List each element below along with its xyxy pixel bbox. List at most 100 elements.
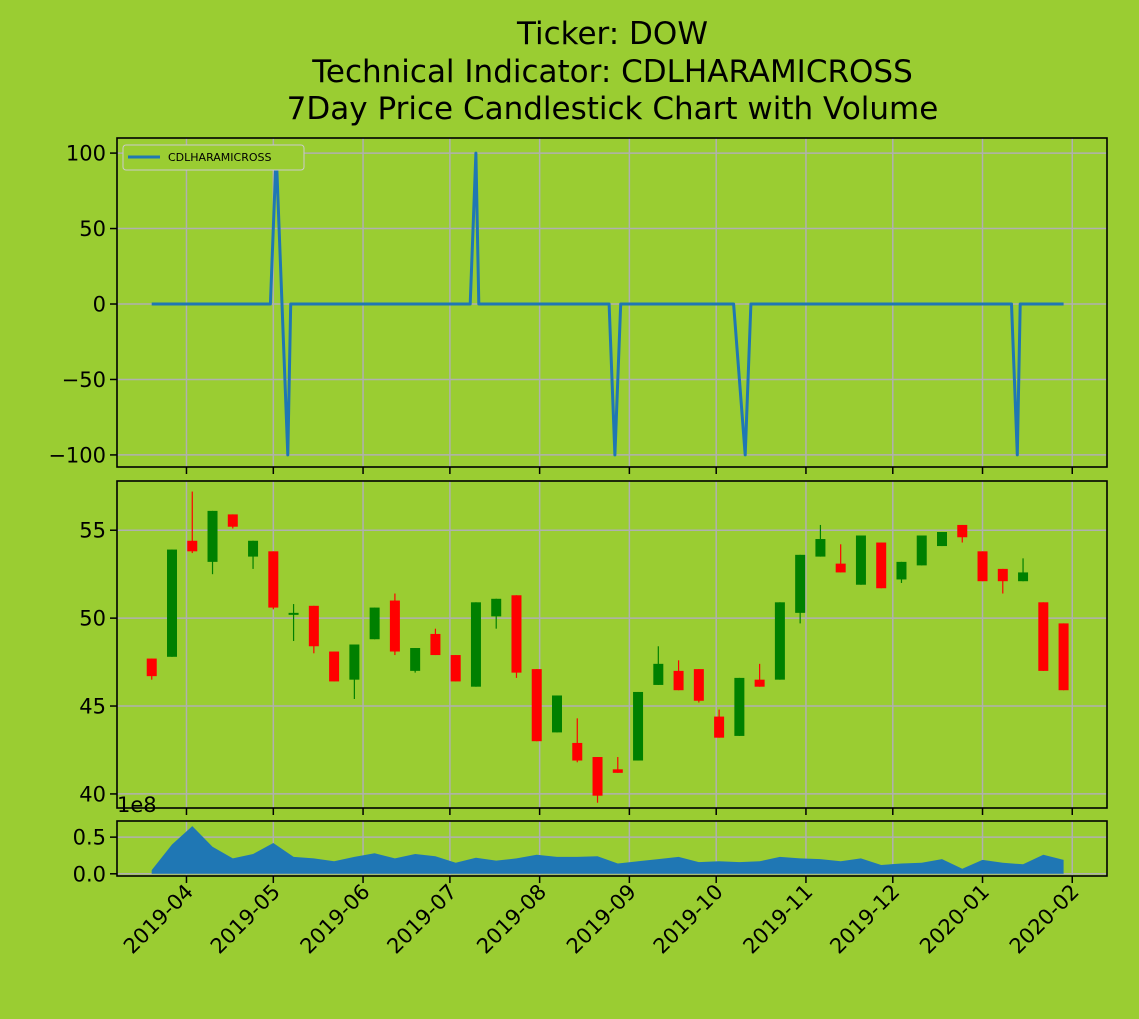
volume-y-tick-label: 0.5 [73, 826, 106, 850]
price-y-tick-label: 50 [79, 607, 106, 631]
candle [835, 544, 846, 573]
candle-body [795, 554, 806, 613]
candle-body [146, 658, 157, 677]
candle [531, 669, 542, 742]
candle-body [167, 549, 177, 657]
candle [815, 524, 826, 557]
candle [187, 491, 198, 554]
candle-body [248, 540, 259, 557]
candle [653, 646, 664, 685]
price-frame [116, 480, 1108, 809]
volume-panel: 0.0 0.5 1e8 [73, 793, 1108, 886]
candle [470, 602, 481, 687]
candle-body [693, 669, 704, 701]
date-tick-label: 2019-05 [206, 880, 285, 959]
candle [633, 691, 644, 761]
candle [410, 648, 421, 673]
candle [754, 663, 765, 687]
candle-body [227, 514, 238, 527]
title-line-ticker: Ticker: DOW [517, 16, 708, 52]
candle-body [572, 742, 583, 761]
candle [612, 757, 623, 773]
date-tick-label: 2019-08 [472, 880, 551, 959]
candle [167, 549, 177, 657]
candle-body [349, 644, 360, 680]
candle-body [552, 695, 562, 733]
candle-body [1018, 572, 1029, 582]
candle [308, 605, 319, 654]
candle [714, 709, 725, 738]
candle-body [876, 542, 887, 589]
legend-frame [122, 144, 305, 171]
candle-body [633, 691, 644, 761]
indicator-panel: 100 50 0 −50 −100 CDLHARAMICROSS [48, 137, 1108, 474]
date-tick-label: 2019-09 [562, 880, 641, 959]
candle-body [977, 551, 988, 582]
date-tick-label: 2019-10 [649, 880, 728, 959]
candle [146, 658, 157, 680]
candle [795, 554, 806, 624]
indicator-y-tick-label: 50 [79, 217, 106, 241]
candle [693, 669, 704, 703]
candle-body [187, 540, 198, 552]
candle [1038, 602, 1049, 671]
date-tick-label: 2019-11 [738, 880, 817, 959]
price-y-tick-label: 45 [79, 695, 106, 719]
candle-body [511, 595, 522, 673]
candle-body [855, 535, 866, 585]
date-tick-label: 2019-07 [382, 880, 461, 959]
indicator-frame [116, 137, 1108, 468]
candle-body [430, 633, 441, 656]
candle-body [896, 561, 907, 580]
date-axis: 2019-04 2019-05 2019-06 2019-07 2019-08 2019-… [119, 880, 1084, 959]
candle [511, 595, 522, 678]
candle [329, 651, 340, 682]
indicator-legend: CDLHARAMICROSS [122, 144, 305, 171]
candle-body [389, 600, 400, 652]
candle-body [288, 612, 299, 615]
candle [430, 628, 441, 656]
candle [855, 535, 866, 585]
candle [977, 551, 988, 582]
date-tick-label: 2019-04 [119, 880, 198, 959]
candle-body [592, 757, 603, 796]
price-y-tick-label: 55 [79, 519, 106, 543]
legend-label: CDLHARAMICROSS [168, 151, 271, 164]
price-panel: 40 45 50 55 [79, 480, 1108, 815]
candle-body [754, 679, 765, 687]
candle [937, 531, 947, 547]
candle-body [369, 607, 380, 640]
candle [673, 660, 684, 691]
candle [288, 604, 299, 641]
indicator-y-tick-label: 100 [66, 142, 106, 166]
candle-body [470, 602, 481, 687]
candle [207, 510, 218, 575]
price-y-tick-label: 40 [79, 782, 106, 806]
candle [1058, 623, 1069, 691]
candle-body [714, 716, 725, 738]
date-tick-label: 2020-02 [1005, 880, 1084, 959]
indicator-y-tick-label: −100 [48, 443, 106, 467]
candle-body [308, 605, 319, 647]
candle [774, 602, 785, 680]
candle-body [268, 551, 279, 608]
candle-body [450, 655, 461, 682]
candle-body [835, 563, 846, 573]
candle [1018, 558, 1029, 582]
candle-body [997, 568, 1008, 582]
candle [734, 677, 745, 736]
indicator-y-tick-label: 0 [93, 293, 106, 317]
candle [572, 718, 583, 763]
candle [349, 644, 360, 699]
candle [957, 524, 968, 543]
candle [491, 598, 502, 629]
candle-body [653, 663, 664, 685]
date-tick-label: 2019-12 [825, 880, 904, 959]
candle [450, 655, 461, 682]
candle [552, 695, 562, 733]
candle-body [1058, 623, 1069, 691]
candle [592, 757, 603, 803]
candle [896, 561, 907, 583]
candle-body [916, 535, 927, 566]
